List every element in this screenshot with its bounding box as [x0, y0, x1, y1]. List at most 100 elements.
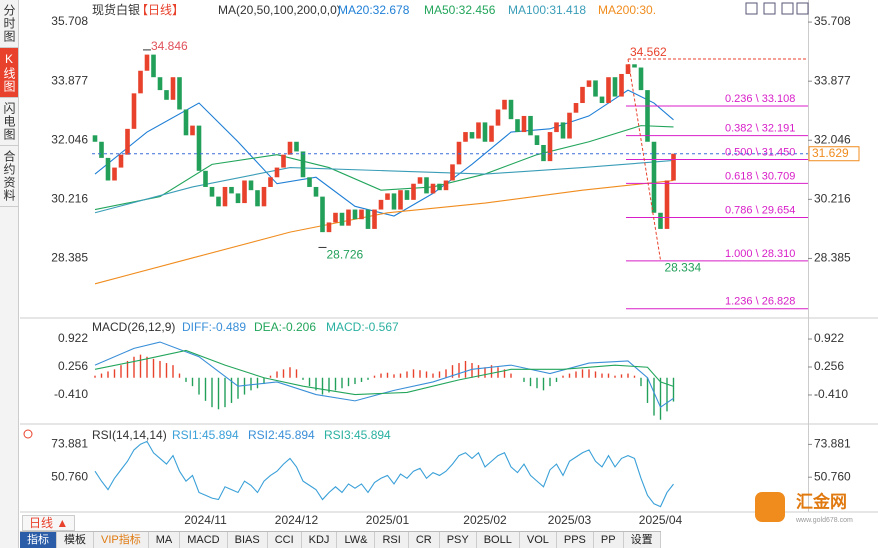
period-select[interactable]: 日线 ▲	[22, 515, 76, 531]
toolbar-tab[interactable]: MACD	[180, 532, 228, 548]
legend-entry: RSI1:45.894	[172, 428, 239, 442]
candle	[138, 70, 143, 94]
side-tab[interactable]: 闪电图	[0, 98, 18, 146]
candle	[183, 109, 189, 136]
x-tick-label: 2024/11	[184, 513, 227, 527]
icon[interactable]	[781, 2, 794, 15]
y-tick-label: 32.046	[51, 132, 88, 146]
side-tab[interactable]: 合约资料	[0, 146, 18, 207]
candle	[567, 112, 572, 139]
candle	[580, 86, 585, 104]
candle	[378, 199, 384, 210]
swing-low-label: 28.334	[665, 260, 702, 274]
candle	[92, 135, 98, 142]
y-tick-label: 33.877	[814, 73, 851, 87]
candle	[398, 190, 403, 210]
toolbar-tab[interactable]: PP	[594, 532, 624, 548]
legend-entry: DEA:-0.206	[254, 320, 316, 334]
panel-title: RSI(14,14,14)	[92, 428, 167, 442]
indicator-line	[94, 440, 674, 508]
ma-params: MA(20,50,100,200,0,0)	[218, 3, 341, 17]
toolbar-tab[interactable]: 模板	[57, 532, 94, 548]
side-tab[interactable]: 分时图	[0, 0, 18, 48]
toolbar-tab[interactable]: 指标	[20, 532, 57, 548]
candle	[346, 209, 351, 226]
candle	[430, 183, 436, 194]
indicator-line	[94, 89, 674, 217]
legend-entry: MA100:31.418	[508, 3, 586, 17]
candle	[118, 154, 124, 168]
candle	[463, 132, 468, 142]
candle	[203, 170, 208, 187]
toolbar-tab[interactable]: BOLL	[477, 532, 520, 548]
candle	[144, 54, 150, 71]
toolbar-tab[interactable]: VIP指标	[94, 532, 149, 548]
candle	[105, 157, 111, 181]
candle	[560, 122, 566, 139]
candle	[365, 209, 371, 229]
candle	[274, 167, 280, 178]
candle	[508, 99, 514, 120]
logo-name: 汇金网	[796, 491, 847, 511]
candle	[261, 186, 267, 207]
candle	[619, 73, 624, 97]
toolbar-tab[interactable]: BIAS	[228, 532, 268, 548]
candle	[99, 141, 104, 158]
y-tick-label: 50.760	[814, 469, 851, 483]
candle	[157, 77, 163, 91]
candle	[281, 154, 286, 168]
candle	[307, 177, 312, 187]
toolbar-tab[interactable]: RSI	[375, 532, 409, 548]
y-tick-label: 50.760	[51, 469, 88, 483]
candle	[164, 90, 169, 100]
toolbar-tab[interactable]: 设置	[624, 532, 661, 548]
toolbar-tab[interactable]: KDJ	[302, 532, 338, 548]
fib-label: 1.000 \ 28.310	[725, 248, 795, 260]
y-tick-label: 30.216	[814, 192, 851, 206]
toolbar-tab[interactable]: VOL	[520, 532, 557, 548]
candle	[645, 90, 650, 142]
indicator-line	[94, 125, 674, 211]
candle	[658, 212, 663, 229]
candle	[326, 222, 332, 233]
candle	[495, 109, 501, 126]
legend-entry: MA200:30.	[598, 3, 656, 17]
toolbar-tab[interactable]: LW&	[337, 532, 376, 548]
icon[interactable]	[745, 2, 758, 15]
toolbar-tab[interactable]: CR	[409, 532, 440, 548]
toolbar: 指标 模板 VIP指标 MA MACD BIAS CCI KDJ LW& RSI CR PSY BOLL…	[20, 531, 661, 548]
candle	[131, 93, 137, 129]
icon[interactable]	[796, 2, 809, 15]
y-tick-label: 28.385	[51, 251, 88, 265]
candle	[222, 186, 228, 207]
candle	[151, 54, 156, 78]
settings-icon[interactable]	[23, 429, 33, 439]
side-tab[interactable]: K线图	[0, 48, 18, 98]
candle	[229, 186, 234, 194]
toolbar-tab[interactable]: MA	[149, 532, 181, 548]
candle	[671, 153, 676, 181]
y-tick-label: 28.385	[814, 251, 851, 265]
candle	[599, 96, 605, 104]
period: 【日线】	[136, 3, 184, 17]
toolbar-tab[interactable]: PPS	[557, 532, 594, 548]
toolbar-tab[interactable]: PSY	[440, 532, 477, 548]
candle	[482, 122, 488, 142]
icon[interactable]	[763, 2, 776, 15]
last-price-box	[808, 146, 860, 162]
y-tick-label: 73.881	[51, 437, 88, 451]
logo-icon	[755, 492, 785, 522]
window-icons[interactable]	[745, 2, 809, 15]
toolbar-tab[interactable]: CCI	[268, 532, 302, 548]
candle	[638, 67, 644, 91]
candle	[593, 80, 598, 97]
fib-label: 0.236 \ 33.108	[725, 93, 795, 105]
y-tick-label: -0.410	[54, 387, 88, 401]
candle	[450, 164, 455, 181]
candle	[554, 122, 559, 133]
candle	[606, 77, 611, 104]
candle	[528, 115, 533, 136]
fib-label: 0.382 \ 32.191	[725, 123, 795, 135]
